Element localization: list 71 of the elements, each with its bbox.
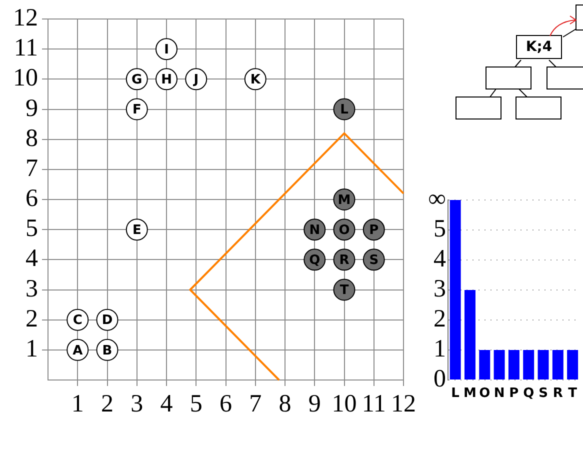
bar xyxy=(479,350,490,380)
annotation: M xyxy=(338,192,351,208)
bar xyxy=(523,350,534,380)
annotation: N xyxy=(309,222,320,238)
annotation: S xyxy=(369,253,379,268)
y-tick-label: 5 xyxy=(434,216,446,243)
x-tick-label: 2 xyxy=(101,390,114,418)
annotation: L xyxy=(340,102,348,118)
y-tick-label: 1 xyxy=(434,336,446,363)
x-tick-label: 12 xyxy=(391,390,416,418)
x-tick-label: 1 xyxy=(71,390,84,418)
annotation: Q xyxy=(309,253,320,268)
y-tick-label: 7 xyxy=(26,154,38,182)
annotation: E xyxy=(132,222,142,238)
bar xyxy=(508,350,520,380)
y-tick-label: ∞ xyxy=(428,186,446,213)
annotation: P xyxy=(369,222,379,238)
x-tick-label: O xyxy=(479,386,490,402)
x-tick-label: P xyxy=(509,386,519,402)
x-tick-label: Q xyxy=(523,386,534,402)
annotation: R xyxy=(339,253,350,268)
x-tick-label: T xyxy=(568,386,578,402)
y-tick-label: 10 xyxy=(13,64,38,92)
x-tick-label: R xyxy=(552,386,563,402)
x-tick-label: 11 xyxy=(362,390,386,418)
annotation: A xyxy=(72,343,83,358)
bar xyxy=(538,350,549,380)
y-tick-label: 0 xyxy=(434,366,446,393)
x-tick-label: 6 xyxy=(220,390,232,418)
x-tick-label: N xyxy=(494,386,505,402)
x-tick-label: S xyxy=(538,386,548,402)
text: K;4 xyxy=(516,35,562,59)
y-tick-label: 6 xyxy=(26,185,38,212)
y-tick-label: 11 xyxy=(14,34,38,62)
x-tick-label: 4 xyxy=(160,390,174,418)
x-tick-label: 9 xyxy=(308,390,321,418)
annotation: F xyxy=(132,102,142,118)
annotation: C xyxy=(72,313,82,328)
annotation: T xyxy=(340,283,349,298)
y-tick-label: 8 xyxy=(26,124,38,152)
y-tick-label: 3 xyxy=(26,275,38,302)
point xyxy=(156,38,178,60)
y-tick-label: 3 xyxy=(434,276,446,303)
y-tick-label: 1 xyxy=(26,335,38,362)
x-tick-label: L xyxy=(451,386,460,402)
bar xyxy=(464,290,476,380)
bar xyxy=(567,350,578,380)
annotation: D xyxy=(102,313,113,328)
x-tick-label: 3 xyxy=(130,390,144,418)
annotation: H xyxy=(161,72,172,88)
x-tick-label: 7 xyxy=(249,390,262,418)
x-tick-label: 8 xyxy=(278,390,292,418)
annotation: I xyxy=(164,42,169,58)
y-tick-label: 4 xyxy=(26,245,38,272)
y-tick-label: 9 xyxy=(26,94,38,122)
x-tick-label: 10 xyxy=(332,390,357,418)
x-tick-label: 5 xyxy=(190,390,202,418)
y-tick-label: 12 xyxy=(13,4,38,32)
x-tick-label: M xyxy=(464,386,476,402)
bar xyxy=(552,350,564,380)
bar xyxy=(494,350,505,380)
annotation: J xyxy=(192,72,199,88)
y-tick-label: 4 xyxy=(434,246,446,273)
annotation: K xyxy=(250,72,262,88)
y-tick-label: 5 xyxy=(26,215,38,242)
annotation: G xyxy=(132,72,142,88)
annotation: B xyxy=(102,343,112,358)
bar xyxy=(450,200,461,380)
y-tick-label: 2 xyxy=(26,305,38,332)
annotation: O xyxy=(338,222,350,238)
y-tick-label: 2 xyxy=(434,306,446,333)
